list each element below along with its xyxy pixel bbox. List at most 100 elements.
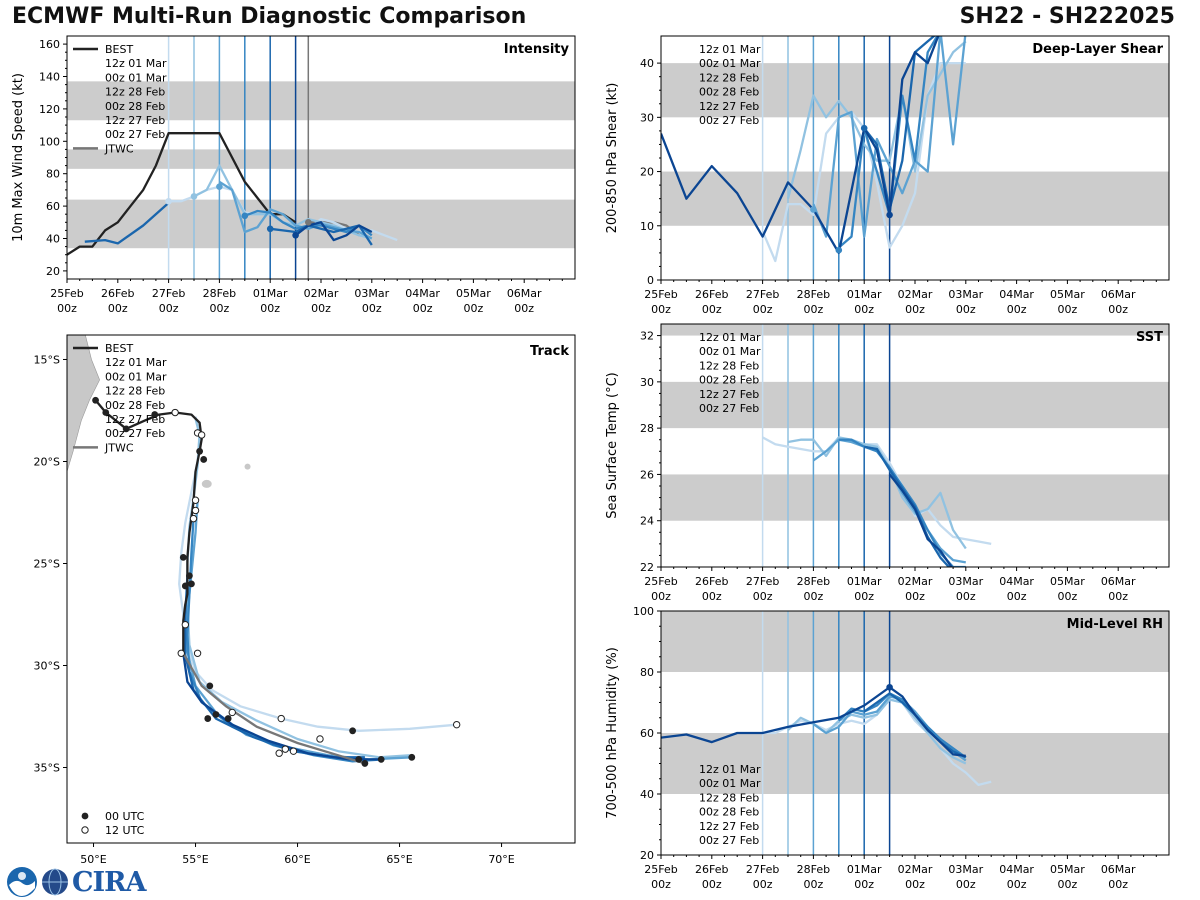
point-00utc [377,755,385,763]
x-tick-label: 00z [702,590,722,603]
y-tick-label: 120 [39,103,60,116]
track-line-12z-01-mar [182,653,382,761]
series-line-12z-01-mar [661,686,966,758]
series-line-12z-27-feb [787,436,967,550]
x-tick-label: 28Feb [797,288,830,301]
x-tick-label: 26Feb [101,287,134,300]
legend-label: 00z 28 Feb [699,374,759,387]
x-tick-label: 00z [854,590,874,603]
y-tick-label: 15°S [34,353,60,366]
legend-label: 12z 01 Mar [699,43,761,56]
x-tick-label: 06Mar [1101,288,1136,301]
shear-plot-area [661,36,1169,280]
cira-logo: CIRA [6,866,147,898]
x-tick-label: 02Mar [898,575,933,588]
legend-12utc-marker [81,826,89,834]
x-tick-label: 28Feb [203,287,236,300]
x-tick-label: 03Mar [354,287,389,300]
series-line-00z-28-feb [812,36,967,238]
point-12utc [275,749,283,757]
y-tick-label: 35°S [34,762,60,775]
legend-label: 12z 27 Feb [699,388,759,401]
x-tick-label: 25Feb [50,287,83,300]
legend-label: 00z 27 Feb [105,427,165,440]
y-tick-label: 140 [39,71,60,84]
legend-label: 12z 27 Feb [105,413,165,426]
x-tick-label: 26Feb [695,575,728,588]
x-tick-label: 02Mar [898,863,933,876]
point-00utc [179,553,187,561]
y-tick-label: 30 [640,376,654,389]
series-line-00z-27-feb [762,436,992,546]
legend-label: 00z 01 Mar [105,71,167,84]
legend-label: 00 UTC [105,810,145,823]
y-tick-label: 100 [39,135,60,148]
x-tick-label: 04Mar [405,287,440,300]
panel-title: Intensity [504,42,570,57]
logo-text: CIRA [72,866,147,898]
x-tick-label: 00z [651,878,671,891]
x-tick-label: 00z [804,878,824,891]
point-00utc [122,425,130,433]
point-00utc [361,760,369,767]
series-line-12z-01-mar [888,473,953,567]
x-tick-label: 00z [905,590,925,603]
point-12utc [181,621,190,629]
x-tick-label: 65°E [386,853,412,866]
legend-label: 12z 28 Feb [699,71,759,84]
x-tick-label: 25Feb [644,288,677,301]
init-marker [292,231,299,239]
init-marker [241,212,249,220]
x-tick-label: 01Mar [847,288,882,301]
legend-label: 12z 28 Feb [699,791,759,804]
x-tick-label: 27Feb [746,575,779,588]
point-12utc [171,408,179,417]
x-tick-label: 00z [905,878,925,891]
track-line-12z-27-feb [186,418,410,759]
y-tick-label: 40 [46,233,60,246]
madagascar-coast [67,335,100,472]
point-00utc [204,715,212,722]
axes-frame [66,334,576,844]
series-line-00z-01-mar [270,224,373,246]
y-tick-label: 0 [647,274,654,287]
x-tick-label: 00z [905,303,925,316]
x-tick-label: 50°E [80,853,106,866]
point-12utc [281,745,289,753]
x-tick-label: 03Mar [948,575,983,588]
y-tick-label: 80 [46,168,60,181]
threshold-band [67,81,575,121]
globe-icon [42,868,68,896]
figure-title: ECMWF Multi-Run Diagnostic Comparison [12,4,527,29]
track-line-00z-28-feb [186,500,412,761]
x-tick-label: 25Feb [644,863,677,876]
x-tick-label: 00z [57,302,77,315]
x-tick-label: 00z [854,878,874,891]
x-tick-label: 00z [1007,590,1027,603]
x-tick-label: 00z [651,590,671,603]
point-00utc [200,456,208,463]
legend-label: 00z 01 Mar [699,777,761,790]
x-tick-label: 00z [854,303,874,316]
mauritius-island [244,463,251,470]
point-12utc [277,714,285,723]
x-tick-label: 00z [1108,590,1128,603]
legend-label: 00z 28 Feb [105,100,165,113]
y-axis-label: 700-500 hPa Humidity (%) [605,647,620,819]
point-12utc [177,649,185,657]
point-12utc [189,514,198,523]
x-tick-label: 01Mar [847,575,882,588]
y-tick-label: 25°S [34,557,60,570]
legend-label: 12z 27 Feb [699,820,759,833]
threshold-band [661,171,1169,226]
series-line-best [67,132,297,256]
legend-label: JTWC [104,142,134,155]
panel-title: SST [1136,330,1163,345]
x-tick-label: 00z [159,302,179,315]
point-12utc [452,720,461,729]
x-tick-label: 04Mar [999,288,1034,301]
threshold-band [661,611,1169,672]
x-tick-label: 06Mar [507,287,542,300]
panel-title: Mid-Level RH [1067,617,1163,632]
x-tick-label: 01Mar [847,863,882,876]
